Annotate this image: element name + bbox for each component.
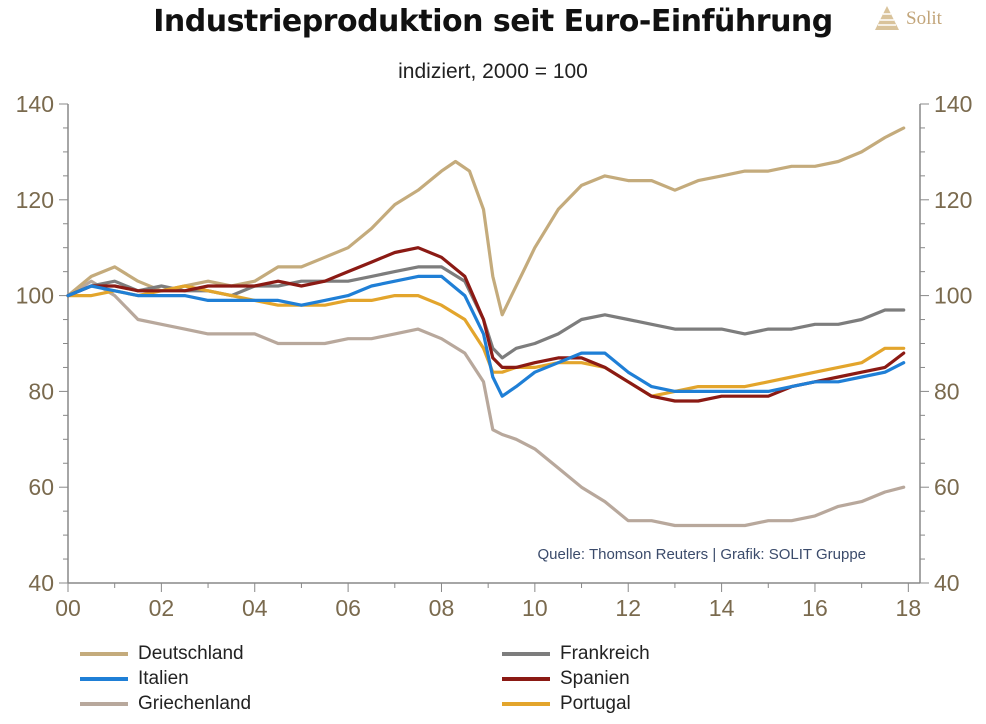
chart-series: [66, 126, 906, 528]
legend-swatch: [502, 702, 550, 706]
legend-item-griechenland: Griechenland: [80, 692, 251, 716]
series-line-italien: [66, 274, 906, 398]
legend-swatch: [80, 677, 128, 681]
series-line-spanien: [66, 246, 906, 403]
legend-swatch: [502, 652, 550, 656]
y-tick-label-left: 120: [16, 187, 54, 213]
solit-logo: Solit: [872, 4, 982, 36]
legend-label: Portugal: [560, 693, 631, 714]
legend-item-portugal: Portugal: [502, 692, 631, 716]
x-tick-label: 10: [522, 595, 548, 621]
chart-subtitle: indiziert, 2000 = 100: [398, 60, 588, 83]
legend-swatch: [80, 652, 128, 656]
x-tick-label: 04: [242, 595, 268, 621]
legend-label: Deutschland: [138, 643, 244, 664]
y-tick-label-left: 80: [28, 378, 54, 404]
y-tick-label-right: 60: [934, 474, 960, 500]
legend-label: Italien: [138, 668, 189, 689]
logo-text: Solit: [906, 8, 942, 29]
y-tick-label-left: 60: [28, 474, 54, 500]
legend-swatch: [80, 702, 128, 706]
x-tick-label: 00: [55, 595, 81, 621]
legend-item-spanien: Spanien: [502, 667, 630, 691]
y-tick-label-right: 40: [934, 570, 960, 596]
source-note: Quelle: Thomson Reuters | Grafik: SOLIT …: [538, 546, 866, 563]
chart-axes: 40 40 60 60 80 80 100 100 120 120 140 140 00 02 04 06 08…: [16, 91, 973, 621]
x-tick-label: 08: [429, 595, 455, 621]
legend: Deutschland Frankreich Italien Spanien G…: [80, 642, 980, 722]
legend-item-italien: Italien: [80, 667, 189, 691]
legend-swatch: [502, 677, 550, 681]
y-tick-label-left: 100: [16, 283, 54, 309]
x-tick-label: 02: [149, 595, 175, 621]
x-tick-label: 18: [896, 595, 922, 621]
legend-label: Spanien: [560, 668, 630, 689]
legend-item-frankreich: Frankreich: [502, 642, 650, 666]
chart-title: Industrieproduktion seit Euro-Einführung: [153, 4, 833, 39]
y-tick-label-right: 100: [934, 283, 972, 309]
pyramid-logo-icon: [875, 6, 899, 30]
x-tick-label: 06: [335, 595, 361, 621]
y-tick-label-left: 40: [28, 570, 54, 596]
x-tick-label: 14: [709, 595, 735, 621]
y-tick-label-left: 140: [16, 91, 54, 117]
y-tick-label-right: 120: [934, 187, 972, 213]
x-tick-label: 12: [615, 595, 641, 621]
legend-label: Frankreich: [560, 643, 650, 664]
y-tick-label-right: 80: [934, 378, 960, 404]
x-tick-label: 16: [802, 595, 828, 621]
series-line-griechenland: [66, 279, 906, 528]
legend-label: Griechenland: [138, 693, 252, 714]
y-tick-label-right: 140: [934, 91, 972, 117]
legend-item-deutschland: Deutschland: [80, 642, 244, 666]
